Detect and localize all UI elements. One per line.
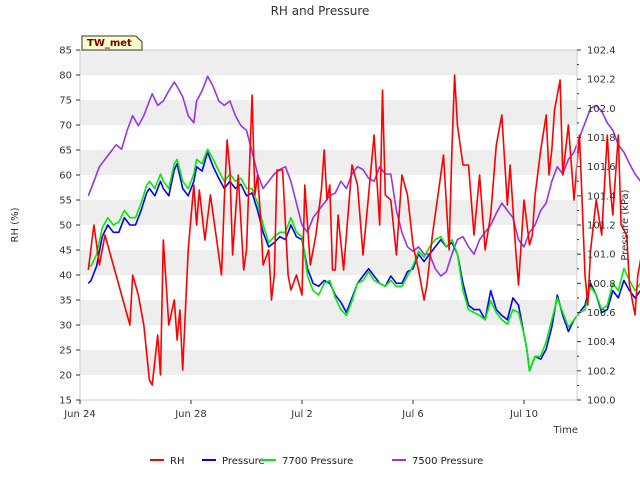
left-tick-label: 85: [59, 46, 72, 57]
series-layer: [87, 74, 640, 386]
x-tick-label: Jul 6: [401, 409, 424, 420]
legend-label: 7700 Pressure: [282, 456, 353, 467]
right-tick-label: 102.0: [587, 104, 616, 115]
right-tick-label: 101.2: [587, 221, 616, 232]
series-line-7500-pressure: [87, 75, 640, 277]
left-axis-ticks: 15 20 25 30 35 40 45 50 55 60 65 70 75 80 85: [59, 46, 80, 407]
chart-title: RH and Pressure: [271, 4, 370, 18]
right-tick-label: 102.2: [587, 75, 616, 86]
y-axis-right-label: Pressure (kPa): [620, 189, 631, 260]
grid-band: [80, 350, 577, 375]
x-tick-label: Jun 28: [174, 409, 207, 420]
site-badge-label: TW_met: [87, 38, 132, 49]
x-axis-label: Time: [553, 425, 578, 436]
grid-band: [80, 325, 577, 350]
left-tick-label: 30: [59, 321, 72, 332]
left-tick-label: 35: [59, 296, 72, 307]
grid-band: [80, 150, 577, 175]
background-bands: [80, 50, 577, 400]
grid-band: [80, 250, 577, 275]
grid-band: [80, 200, 577, 225]
left-tick-label: 70: [59, 121, 72, 132]
grid-band: [80, 75, 577, 100]
grid-band: [80, 225, 577, 250]
left-tick-label: 50: [59, 221, 72, 232]
series-line-pressure: [87, 151, 640, 372]
right-tick-label: 101.0: [587, 250, 616, 261]
grid-band: [80, 100, 577, 125]
right-axis-ticks: 100.0 100.2 100.4 100.6 100.8 101.0 101.2 101.4…: [577, 46, 616, 407]
x-tick-label: Jul 2: [290, 409, 313, 420]
right-tick-label: 101.8: [587, 133, 616, 144]
right-tick-label: 100.6: [587, 308, 616, 319]
right-tick-label: 102.4: [587, 46, 616, 57]
left-tick-label: 25: [59, 346, 72, 357]
left-tick-label: 80: [59, 71, 72, 82]
x-axis-ticks: Jun 24 Jun 28 Jul 2 Jul 6 Jul 10: [63, 400, 538, 420]
grid-band: [80, 375, 577, 400]
left-tick-label: 20: [59, 371, 72, 382]
left-tick-label: 75: [59, 96, 72, 107]
legend-label: Pressure: [222, 456, 265, 467]
right-tick-label: 100.0: [587, 396, 616, 407]
right-tick-label: 101.6: [587, 162, 616, 173]
site-badge: TW_met: [81, 35, 143, 51]
right-tick-label: 100.8: [587, 279, 616, 290]
x-tick-label: Jul 10: [509, 409, 538, 420]
left-tick-label: 60: [59, 171, 72, 182]
left-tick-label: 65: [59, 146, 72, 157]
left-tick-label: 40: [59, 271, 72, 282]
left-tick-label: 15: [59, 396, 72, 407]
series-line-7700-pressure: [88, 148, 640, 372]
right-tick-label: 101.4: [587, 191, 616, 202]
x-tick-label: Jun 24: [63, 409, 96, 420]
legend-label: RH: [170, 456, 184, 467]
right-tick-label: 100.2: [587, 366, 616, 377]
grid-band: [80, 50, 577, 75]
y-axis-left-label: RH (%): [10, 207, 21, 242]
legend: RH Pressure 7700 Pressure 7500 Pressure: [150, 456, 483, 467]
left-tick-label: 45: [59, 246, 72, 257]
grid-band: [80, 125, 577, 150]
legend-label: 7500 Pressure: [412, 456, 483, 467]
grid-band: [80, 275, 577, 300]
left-tick-label: 55: [59, 196, 72, 207]
right-tick-label: 100.4: [587, 337, 616, 348]
series-line-rh: [87, 74, 640, 386]
